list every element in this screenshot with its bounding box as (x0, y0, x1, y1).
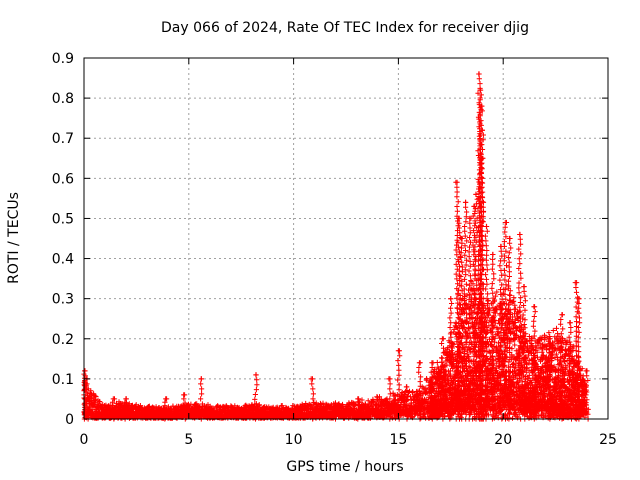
data-point (494, 289, 500, 295)
data-point (97, 398, 103, 405)
data-point (93, 393, 99, 400)
data-point (506, 292, 513, 298)
data-point (279, 403, 285, 409)
data-point (153, 404, 159, 410)
data-point (92, 399, 98, 405)
data-point (92, 393, 98, 399)
data-points (81, 71, 591, 422)
data-point (512, 342, 518, 348)
chart-title: Day 066 of 2024, Rate Of TEC Index for r… (161, 20, 529, 36)
data-point (256, 402, 262, 408)
